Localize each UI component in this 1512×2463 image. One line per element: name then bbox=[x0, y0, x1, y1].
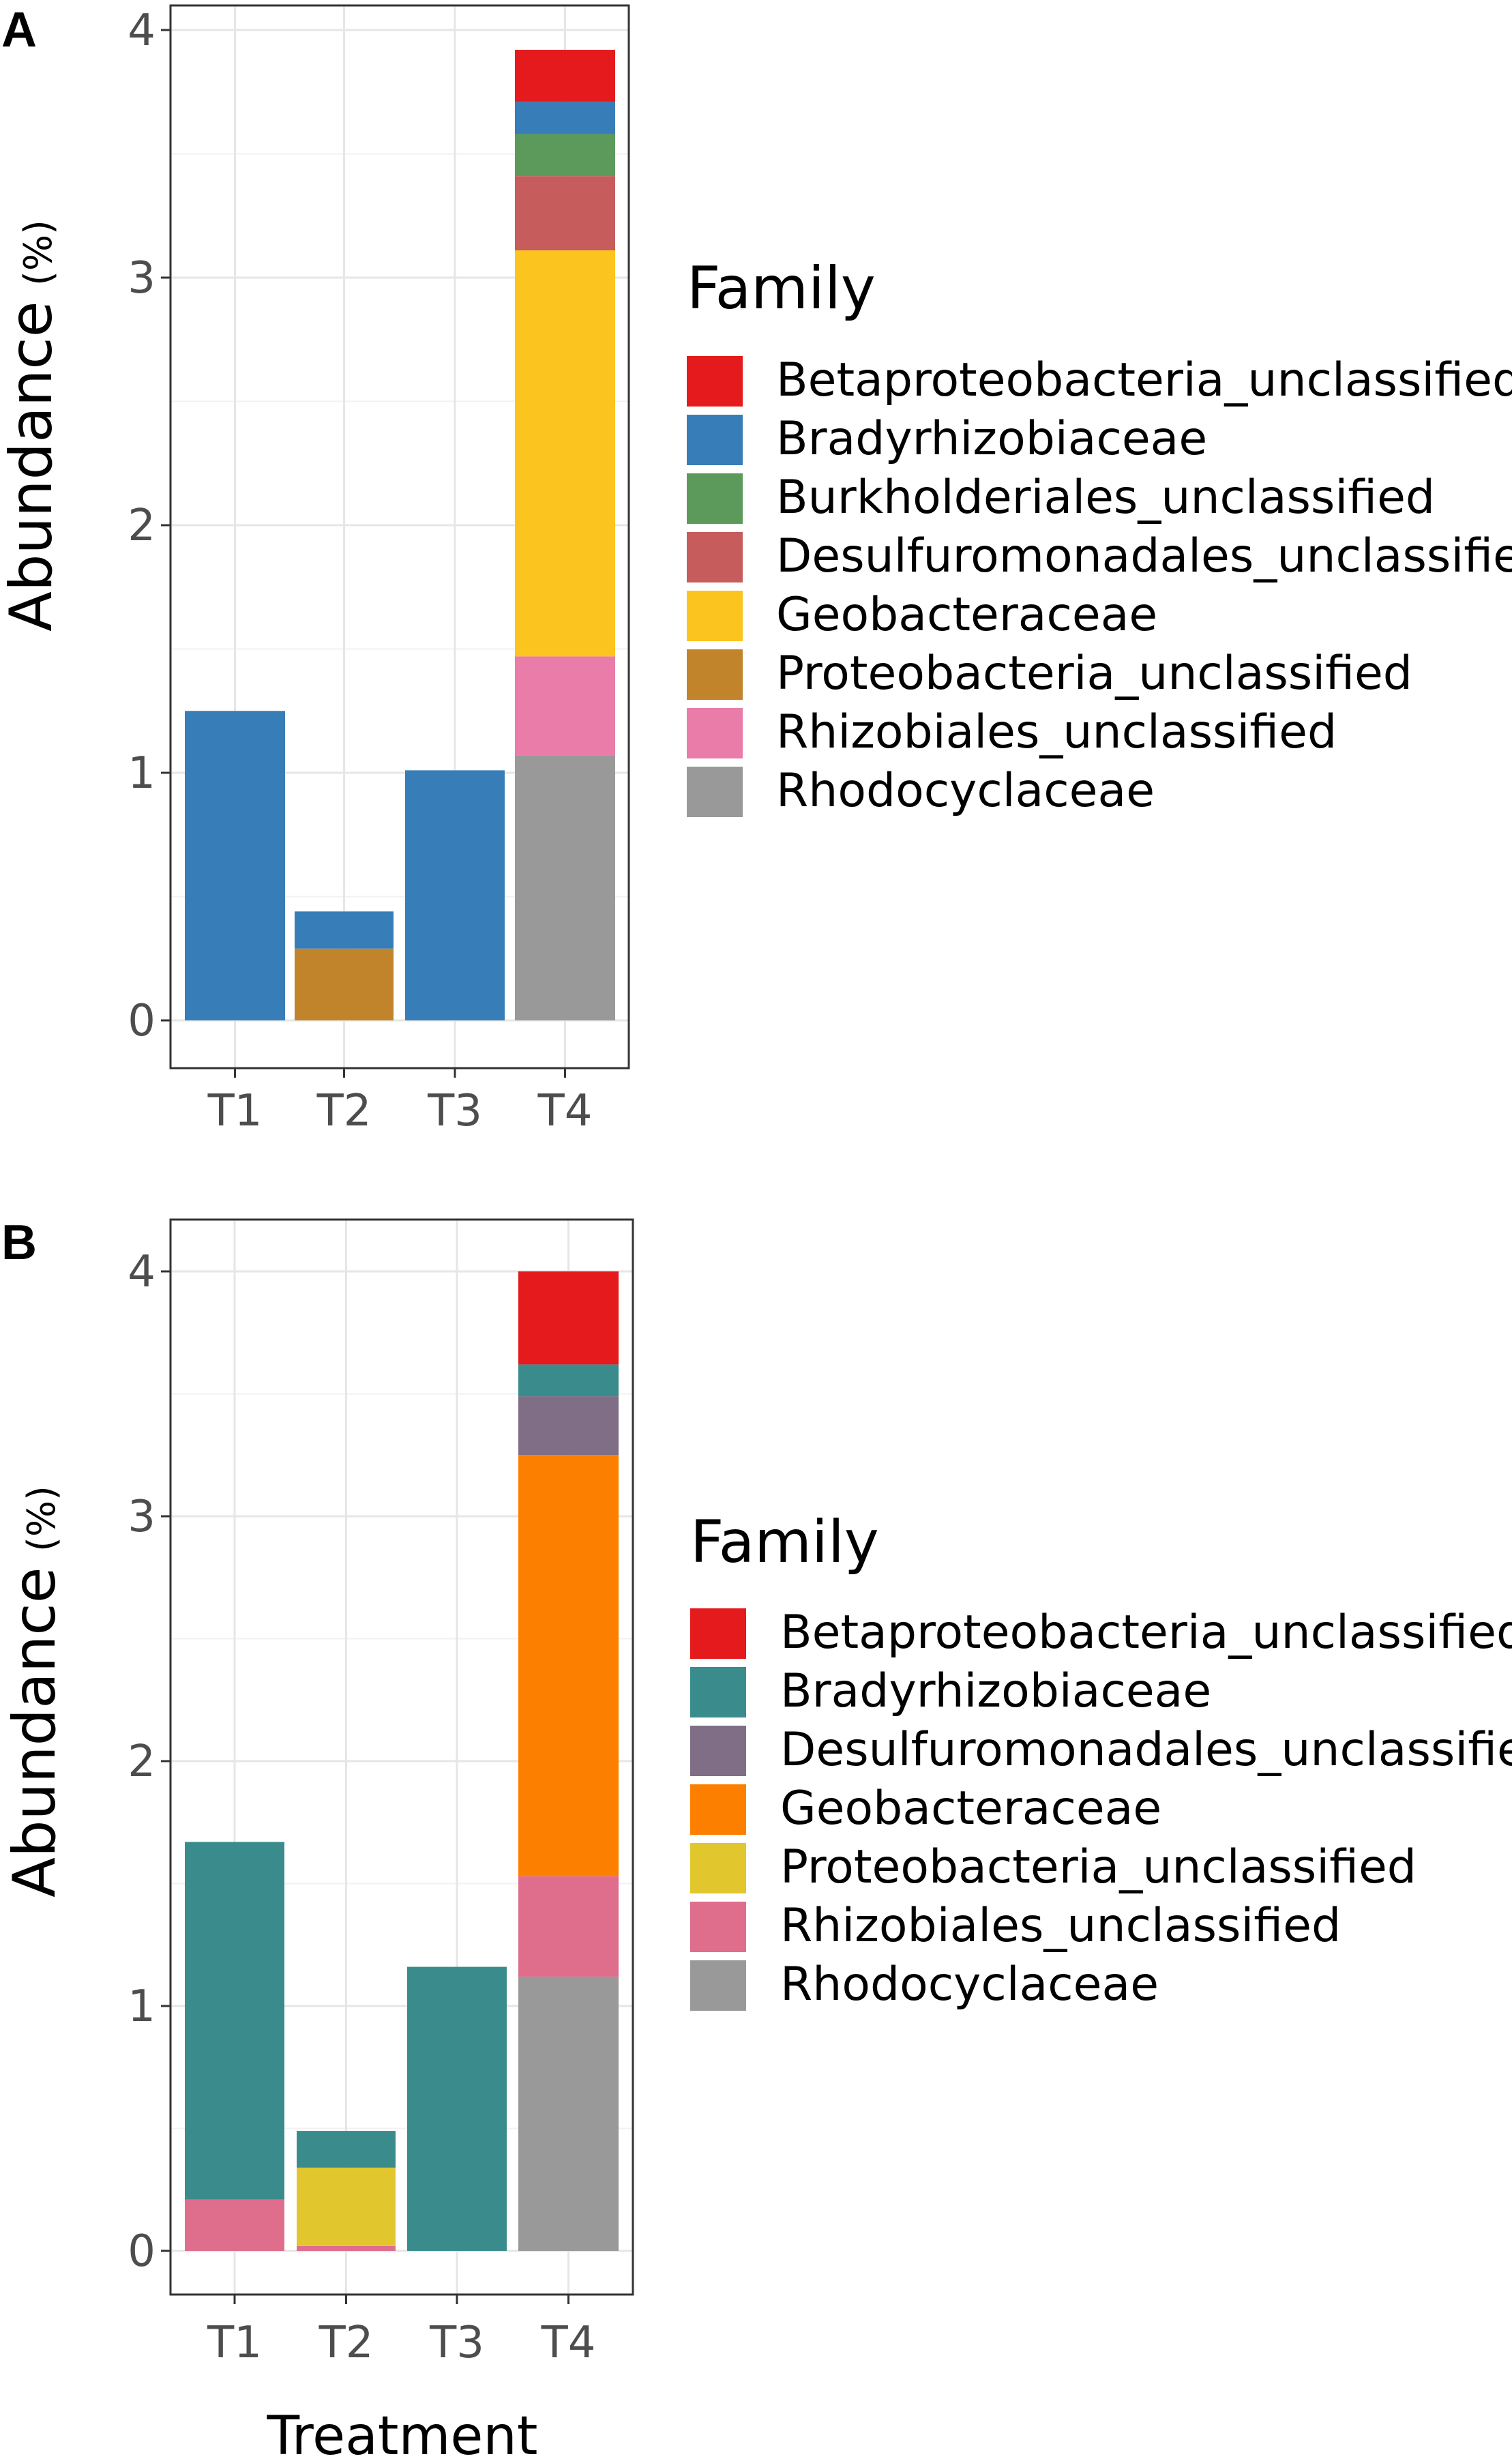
bar-segment bbox=[515, 656, 615, 756]
x-tick-label: T1 bbox=[207, 2318, 262, 2368]
y-tick-label: 0 bbox=[128, 996, 155, 1046]
bar-segment bbox=[185, 711, 285, 1020]
legend-swatch bbox=[690, 1960, 746, 2011]
y-axis-unit-a: (%) bbox=[16, 220, 61, 286]
legend-swatch bbox=[687, 415, 743, 465]
legend-swatch bbox=[690, 1843, 746, 1893]
svg-text:Abundance (%): Abundance (%) bbox=[1, 1486, 69, 1898]
bars-b bbox=[185, 1271, 619, 2251]
legend-b: Family Betaproteobacteria_unclassifiedBr… bbox=[690, 1508, 1512, 2011]
bar-segment bbox=[515, 755, 615, 1020]
y-axis-title-b: Abundance (%) bbox=[1, 1486, 69, 1898]
y-axis-unit-b: (%) bbox=[20, 1486, 64, 1552]
bar-segment bbox=[295, 948, 394, 1020]
x-tick-label: T1 bbox=[207, 1086, 263, 1136]
legend-label: Betaproteobacteria_unclassified bbox=[780, 1606, 1512, 1660]
y-axis-a: 0 1 2 3 4 bbox=[128, 5, 171, 1046]
legend-swatch bbox=[687, 473, 743, 524]
bar-segment bbox=[407, 1966, 507, 2251]
y-tick-label: 2 bbox=[128, 501, 155, 551]
bar-segment bbox=[515, 250, 615, 657]
bar-segment bbox=[185, 2199, 284, 2251]
y-axis-title-text-a: Abundance bbox=[0, 301, 65, 631]
legend-title-a: Family bbox=[687, 254, 876, 323]
x-tick-label: T3 bbox=[427, 1086, 482, 1136]
panel-label-b: B bbox=[1, 1215, 37, 1270]
legend-label: Geobacteraceae bbox=[780, 1782, 1161, 1835]
x-tick-label: T2 bbox=[318, 2318, 374, 2368]
legend-label: Proteobacteria_unclassified bbox=[780, 1840, 1417, 1894]
bar-segment bbox=[185, 1842, 284, 2200]
x-axis-b: T1 T2 T3 T4 bbox=[207, 2295, 595, 2368]
bar-segment bbox=[515, 102, 615, 134]
legend-swatch bbox=[690, 1726, 746, 1776]
panel-a: A 0 1 2 3 4 T1 T2 T3 T4 Abundance (%) Family Be… bbox=[0, 3, 1512, 1136]
legend-swatch bbox=[687, 591, 743, 641]
bar-segment bbox=[518, 1396, 619, 1456]
legend-label: Betaproteobacteria_unclassified bbox=[776, 353, 1512, 407]
x-axis-a: T1 T2 T3 T4 bbox=[207, 1068, 593, 1136]
legend-label: Desulfuromonadales_unclassified bbox=[776, 529, 1512, 583]
legend-label: Rhodocyclaceae bbox=[776, 764, 1155, 818]
y-tick-label: 1 bbox=[128, 1981, 155, 2032]
legend-swatch bbox=[687, 767, 743, 817]
x-axis-title: Treatment bbox=[267, 2406, 538, 2463]
panel-b: B 0 1 2 3 4 T1 T2 T3 T4 Abundance (%) Family Be… bbox=[1, 1215, 1512, 2368]
bar-segment bbox=[405, 770, 505, 1020]
legend-swatch bbox=[687, 532, 743, 582]
bar-segment bbox=[518, 1455, 619, 1876]
y-tick-label: 4 bbox=[128, 5, 155, 56]
legend-swatch bbox=[690, 1608, 746, 1659]
y-tick-label: 3 bbox=[128, 253, 155, 304]
y-axis-title-text-b: Abundance bbox=[1, 1567, 69, 1897]
bars-a bbox=[185, 50, 615, 1020]
legend-label: Bradyrhizobiaceae bbox=[776, 412, 1207, 466]
legend-label: Rhizobiales_unclassified bbox=[780, 1899, 1341, 1953]
legend-swatch bbox=[687, 356, 743, 407]
y-tick-label: 4 bbox=[128, 1247, 155, 1297]
x-tick-label: T3 bbox=[429, 2318, 484, 2368]
bar-segment bbox=[297, 2245, 396, 2251]
y-tick-label: 0 bbox=[128, 2226, 155, 2277]
x-tick-label: T2 bbox=[316, 1086, 372, 1136]
legend-label: Geobacteraceae bbox=[776, 588, 1157, 642]
y-axis-title-a: Abundance (%) bbox=[0, 220, 65, 632]
bar-segment bbox=[515, 50, 615, 102]
bar-segment bbox=[297, 2167, 396, 2246]
legend-label: Rhodocyclaceae bbox=[780, 1958, 1159, 2011]
x-tick-label: T4 bbox=[541, 2318, 596, 2368]
legend-swatch bbox=[690, 1667, 746, 1717]
y-axis-b: 0 1 2 3 4 bbox=[128, 1247, 171, 2277]
legend-label: Burkholderiales_unclassified bbox=[776, 471, 1435, 525]
svg-text:Abundance (%): Abundance (%) bbox=[0, 220, 65, 632]
legend-label: Proteobacteria_unclassified bbox=[776, 647, 1412, 700]
y-tick-label: 1 bbox=[128, 748, 155, 799]
legend-label: Rhizobiales_unclassified bbox=[776, 705, 1337, 759]
bar-segment bbox=[297, 2131, 396, 2168]
bar-segment bbox=[518, 1976, 619, 2251]
legend-swatch bbox=[690, 1784, 746, 1835]
y-tick-label: 3 bbox=[128, 1492, 155, 1542]
x-tick-label: T4 bbox=[537, 1086, 593, 1136]
panel-label-a: A bbox=[1, 3, 37, 57]
bar-segment bbox=[295, 911, 394, 949]
bar-segment bbox=[515, 134, 615, 177]
legend-label: Bradyrhizobiaceae bbox=[780, 1664, 1211, 1718]
legend-label: Desulfuromonadales_unclassified bbox=[780, 1723, 1512, 1777]
legend-swatch bbox=[687, 649, 743, 700]
bar-segment bbox=[518, 1271, 619, 1365]
bar-segment bbox=[515, 176, 615, 251]
legend-swatch bbox=[687, 708, 743, 758]
legend-title-b: Family bbox=[690, 1508, 879, 1576]
legend-swatch bbox=[690, 1902, 746, 1952]
y-tick-label: 2 bbox=[128, 1737, 155, 1787]
bar-segment bbox=[518, 1876, 619, 1977]
legend-a: Family Betaproteobacteria_unclassifiedBr… bbox=[687, 254, 1512, 818]
bar-segment bbox=[518, 1364, 619, 1397]
